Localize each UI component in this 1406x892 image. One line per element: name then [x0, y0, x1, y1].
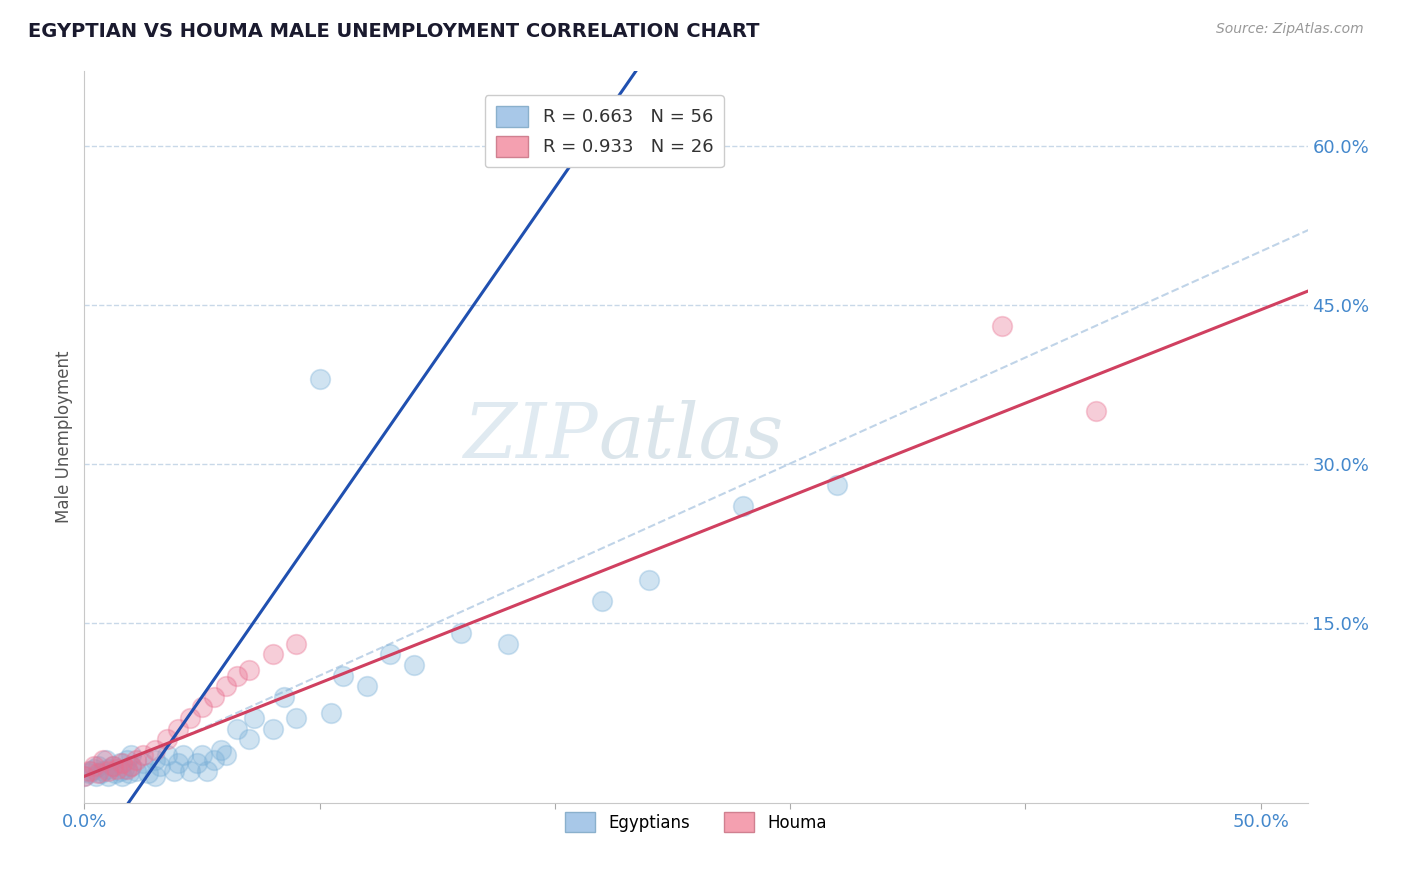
Point: [132, 756, 155, 770]
Point: [172, 748, 194, 763]
Point: [108, 756, 131, 770]
Point: [91, 764, 114, 778]
Point: [638, 573, 661, 587]
Point: [731, 499, 754, 513]
Point: [238, 732, 260, 747]
Point: [77, 764, 100, 778]
Point: [90, 766, 112, 780]
Point: [179, 764, 201, 778]
Point: [108, 764, 131, 778]
Point: [163, 764, 186, 778]
Text: ZIP: ZIP: [464, 401, 598, 474]
Point: [120, 758, 142, 772]
Point: [143, 769, 166, 783]
Point: [105, 762, 128, 776]
Point: [115, 762, 138, 776]
Point: [87, 766, 110, 780]
Point: [285, 637, 308, 651]
Point: [111, 756, 134, 770]
Point: [73, 769, 96, 783]
Point: [111, 769, 134, 783]
Point: [115, 753, 138, 767]
Point: [191, 700, 214, 714]
Point: [332, 668, 354, 682]
Point: [195, 764, 218, 778]
Point: [91, 753, 114, 767]
Point: [167, 756, 190, 770]
Point: [186, 756, 208, 770]
Point: [80, 764, 103, 778]
Legend: Egyptians, Houma: Egyptians, Houma: [558, 805, 834, 838]
Point: [77, 766, 100, 780]
Point: [94, 753, 117, 767]
Point: [321, 706, 343, 720]
Point: [242, 711, 264, 725]
Point: [214, 748, 236, 763]
Point: [202, 753, 225, 767]
Point: [156, 732, 179, 747]
Point: [285, 711, 308, 725]
Y-axis label: Male Unemployment: Male Unemployment: [55, 351, 73, 524]
Point: [991, 318, 1014, 333]
Point: [87, 758, 110, 772]
Point: [112, 762, 135, 776]
Point: [238, 663, 260, 677]
Point: [136, 766, 159, 780]
Point: [125, 753, 148, 767]
Point: [73, 769, 96, 783]
Text: EGYPTIAN VS HOUMA MALE UNEMPLOYMENT CORRELATION CHART: EGYPTIAN VS HOUMA MALE UNEMPLOYMENT CORR…: [28, 22, 759, 41]
Point: [380, 648, 402, 662]
Point: [825, 477, 848, 491]
Point: [156, 748, 179, 763]
Point: [101, 758, 124, 772]
Point: [402, 658, 425, 673]
Point: [226, 722, 249, 736]
Point: [120, 748, 142, 763]
Point: [97, 762, 120, 776]
Point: [308, 372, 330, 386]
Point: [356, 679, 378, 693]
Point: [226, 668, 249, 682]
Point: [202, 690, 225, 704]
Point: [591, 594, 613, 608]
Point: [97, 769, 120, 783]
Point: [83, 762, 105, 776]
Point: [273, 690, 295, 704]
Point: [120, 758, 142, 772]
Point: [101, 758, 124, 772]
Text: Source: ZipAtlas.com: Source: ZipAtlas.com: [1216, 22, 1364, 37]
Point: [1084, 403, 1107, 417]
Point: [84, 769, 107, 783]
Point: [125, 764, 148, 778]
Point: [209, 743, 232, 757]
Point: [262, 648, 284, 662]
Point: [143, 753, 166, 767]
Point: [118, 766, 141, 780]
Point: [191, 748, 214, 763]
Point: [104, 766, 127, 780]
Point: [83, 758, 105, 772]
Point: [262, 722, 284, 736]
Text: atlas: atlas: [598, 401, 783, 474]
Point: [496, 637, 519, 651]
Point: [149, 758, 172, 772]
Point: [167, 722, 190, 736]
Point: [97, 764, 120, 778]
Point: [143, 743, 166, 757]
Point: [179, 711, 201, 725]
Point: [450, 626, 472, 640]
Point: [214, 679, 236, 693]
Point: [132, 748, 155, 763]
